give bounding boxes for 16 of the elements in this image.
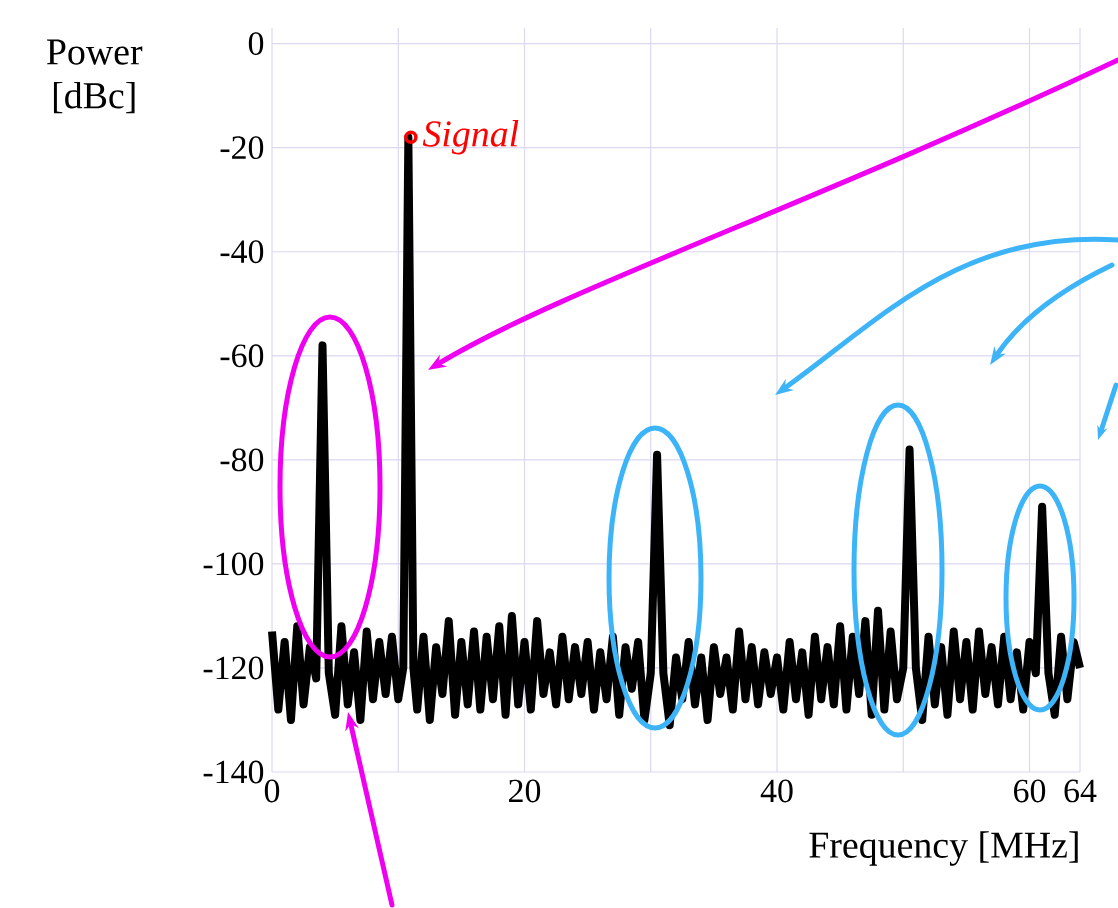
y-tick-label: -20 — [220, 136, 264, 160]
y-tick-label: -100 — [203, 552, 264, 576]
y-tick-label: -60 — [220, 344, 264, 368]
x-axis-title: Frequency [MHz] — [809, 831, 1078, 866]
y-axis-title: Power [dBc] — [46, 39, 143, 114]
annotation: Signal — [422, 120, 519, 155]
y-tick-label: -120 — [203, 656, 264, 680]
x-tick-label: 0 — [264, 779, 280, 803]
y-tick-label: -40 — [220, 240, 264, 264]
x-tick-label: 20 — [509, 779, 541, 803]
x-tick-label: 64 — [1064, 779, 1097, 803]
y-tick-label: -140 — [203, 760, 264, 784]
y-tick-label: -80 — [220, 448, 264, 472]
y-tick-label: 0 — [248, 32, 264, 56]
x-tick-label: 60 — [1014, 779, 1046, 803]
x-tick-label: 40 — [760, 779, 793, 803]
